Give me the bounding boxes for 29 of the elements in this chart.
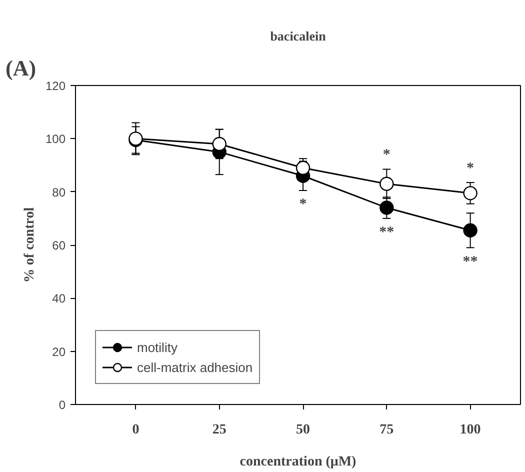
y-tick-label: 20 <box>52 344 66 359</box>
y-tick-label: 80 <box>52 185 66 200</box>
point <box>296 160 310 175</box>
point <box>380 176 394 191</box>
legend-label: motility <box>137 340 178 354</box>
legend-label: cell-matrix adhesion <box>137 360 253 374</box>
text: (A) <box>6 56 36 80</box>
annotation: * <box>299 196 307 213</box>
y-tick-label: 40 <box>52 292 66 306</box>
x-tick-label: 75 <box>380 422 394 438</box>
y-tick-label: 0 <box>58 398 66 412</box>
x-tick-label: 100 <box>460 422 481 438</box>
x-tick-label: 0 <box>132 422 140 438</box>
y-axis-title: % of control <box>22 207 38 283</box>
chart-title: bacicalein <box>270 28 327 44</box>
x-axis-title: concentration (μM) <box>240 454 357 470</box>
annotation: ** <box>379 224 394 241</box>
y-tick-label: 120 <box>45 79 66 93</box>
x-tick-label: 50 <box>296 422 310 438</box>
point <box>380 200 394 215</box>
y-tick-label: 60 <box>52 238 66 252</box>
annotation: * <box>382 147 390 164</box>
point <box>212 136 226 152</box>
annotation: * <box>466 160 474 176</box>
y-tick-label: 100 <box>45 132 66 146</box>
x-tick-label: 25 <box>212 422 226 438</box>
annotation: ** <box>462 254 478 270</box>
point <box>463 186 478 200</box>
point <box>463 223 478 238</box>
